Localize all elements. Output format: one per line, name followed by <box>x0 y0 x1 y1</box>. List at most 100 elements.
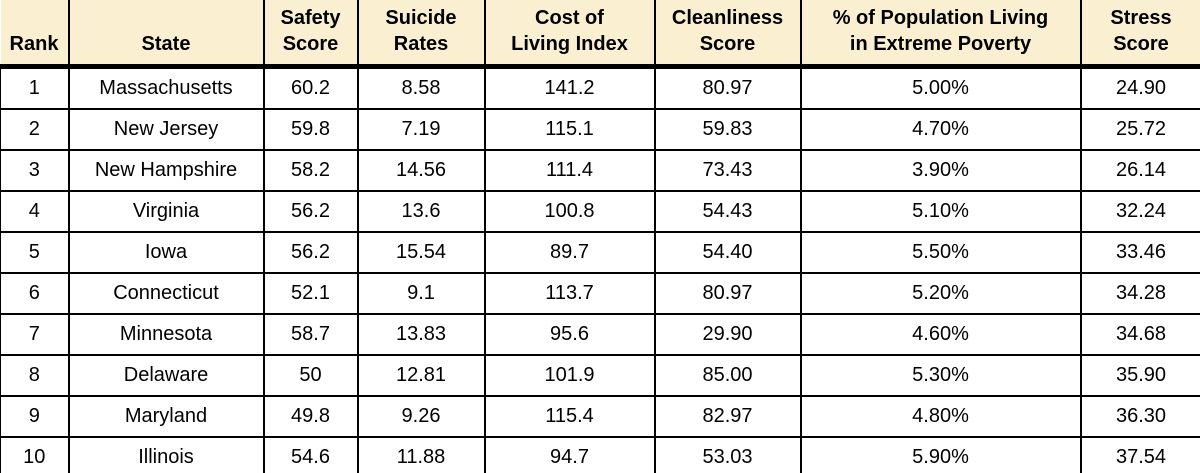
cell-safety-score: 58.2 <box>262 149 359 192</box>
cell-rank: 7 <box>0 313 70 356</box>
table-row: 8 Delaware 50 12.81 101.9 85.00 5.30% 35… <box>0 354 1200 397</box>
cell-safety-score: 59.8 <box>262 108 359 151</box>
cell-cost-of-living-index: 94.7 <box>483 436 656 473</box>
cell-state: Virginia <box>67 190 265 233</box>
cell-cleanliness-score: 80.97 <box>653 65 802 110</box>
column-header-rank: Rank <box>0 0 70 69</box>
header-row: Rank State Safety Score Suicide Rates Co… <box>0 0 1200 69</box>
cell-suicide-rates: 7.19 <box>356 108 486 151</box>
cell-cleanliness-score: 82.97 <box>653 395 802 438</box>
cell-stress-score: 24.90 <box>1079 65 1200 110</box>
column-header-suicide-rates: Suicide Rates <box>356 0 486 69</box>
cell-suicide-rates: 9.26 <box>356 395 486 438</box>
cell-cost-of-living-index: 101.9 <box>483 354 656 397</box>
cell-cleanliness-score: 54.40 <box>653 231 802 274</box>
cell-rank: 10 <box>0 436 70 473</box>
cell-state: Massachusetts <box>67 65 265 110</box>
cell-safety-score: 56.2 <box>262 190 359 233</box>
cell-pct-population-extreme-poverty: 5.10% <box>799 190 1082 233</box>
cell-safety-score: 52.1 <box>262 272 359 315</box>
table-row: 2 New Jersey 59.8 7.19 115.1 59.83 4.70%… <box>0 108 1200 151</box>
cell-suicide-rates: 9.1 <box>356 272 486 315</box>
table-row: 5 Iowa 56.2 15.54 89.7 54.40 5.50% 33.46 <box>0 231 1200 274</box>
cell-stress-score: 26.14 <box>1079 149 1200 192</box>
cell-rank: 1 <box>0 65 70 110</box>
cell-suicide-rates: 12.81 <box>356 354 486 397</box>
cell-cost-of-living-index: 141.2 <box>483 65 656 110</box>
cell-cleanliness-score: 53.03 <box>653 436 802 473</box>
cell-state: New Jersey <box>67 108 265 151</box>
cell-cleanliness-score: 85.00 <box>653 354 802 397</box>
cell-pct-population-extreme-poverty: 5.30% <box>799 354 1082 397</box>
cell-stress-score: 34.68 <box>1079 313 1200 356</box>
column-header-stress-score: Stress Score <box>1079 0 1200 69</box>
cell-safety-score: 60.2 <box>262 65 359 110</box>
cell-cost-of-living-index: 89.7 <box>483 231 656 274</box>
cell-state: Connecticut <box>67 272 265 315</box>
column-header-state: State <box>67 0 265 69</box>
cell-pct-population-extreme-poverty: 4.60% <box>799 313 1082 356</box>
column-header-safety-score: Safety Score <box>262 0 359 69</box>
cell-state: New Hampshire <box>67 149 265 192</box>
cell-cost-of-living-index: 113.7 <box>483 272 656 315</box>
cell-cleanliness-score: 80.97 <box>653 272 802 315</box>
cell-rank: 4 <box>0 190 70 233</box>
cell-state: Delaware <box>67 354 265 397</box>
cell-pct-population-extreme-poverty: 4.80% <box>799 395 1082 438</box>
cell-stress-score: 35.90 <box>1079 354 1200 397</box>
cell-rank: 3 <box>0 149 70 192</box>
cell-cost-of-living-index: 95.6 <box>483 313 656 356</box>
cell-suicide-rates: 13.6 <box>356 190 486 233</box>
cell-safety-score: 50 <box>262 354 359 397</box>
cell-stress-score: 32.24 <box>1079 190 1200 233</box>
cell-state: Maryland <box>67 395 265 438</box>
table-row: 4 Virginia 56.2 13.6 100.8 54.43 5.10% 3… <box>0 190 1200 233</box>
cell-pct-population-extreme-poverty: 5.00% <box>799 65 1082 110</box>
cell-safety-score: 49.8 <box>262 395 359 438</box>
table-row: 7 Minnesota 58.7 13.83 95.6 29.90 4.60% … <box>0 313 1200 356</box>
column-header-pct-population-extreme-poverty: % of Population Living in Extreme Povert… <box>799 0 1082 69</box>
cell-pct-population-extreme-poverty: 5.50% <box>799 231 1082 274</box>
cell-cost-of-living-index: 115.1 <box>483 108 656 151</box>
cell-cost-of-living-index: 111.4 <box>483 149 656 192</box>
cell-suicide-rates: 13.83 <box>356 313 486 356</box>
cell-state: Minnesota <box>67 313 265 356</box>
cell-cleanliness-score: 73.43 <box>653 149 802 192</box>
cell-suicide-rates: 8.58 <box>356 65 486 110</box>
cell-rank: 6 <box>0 272 70 315</box>
cell-cleanliness-score: 54.43 <box>653 190 802 233</box>
table-row: 6 Connecticut 52.1 9.1 113.7 80.97 5.20%… <box>0 272 1200 315</box>
cell-stress-score: 25.72 <box>1079 108 1200 151</box>
table-row: 10 Illinois 54.6 11.88 94.7 53.03 5.90% … <box>0 436 1200 473</box>
cell-pct-population-extreme-poverty: 3.90% <box>799 149 1082 192</box>
cell-state: Iowa <box>67 231 265 274</box>
cell-stress-score: 37.54 <box>1079 436 1200 473</box>
column-header-cleanliness-score: Cleanliness Score <box>653 0 802 69</box>
cell-stress-score: 36.30 <box>1079 395 1200 438</box>
table-row: 9 Maryland 49.8 9.26 115.4 82.97 4.80% 3… <box>0 395 1200 438</box>
cell-suicide-rates: 15.54 <box>356 231 486 274</box>
cell-cleanliness-score: 29.90 <box>653 313 802 356</box>
cell-safety-score: 54.6 <box>262 436 359 473</box>
table-row: 1 Massachusetts 60.2 8.58 141.2 80.97 5.… <box>0 65 1200 110</box>
cell-pct-population-extreme-poverty: 5.90% <box>799 436 1082 473</box>
cell-cleanliness-score: 59.83 <box>653 108 802 151</box>
cell-pct-population-extreme-poverty: 4.70% <box>799 108 1082 151</box>
cell-suicide-rates: 11.88 <box>356 436 486 473</box>
cell-safety-score: 58.7 <box>262 313 359 356</box>
table-row: 3 New Hampshire 58.2 14.56 111.4 73.43 3… <box>0 149 1200 192</box>
cell-stress-score: 34.28 <box>1079 272 1200 315</box>
cell-cost-of-living-index: 115.4 <box>483 395 656 438</box>
cell-safety-score: 56.2 <box>262 231 359 274</box>
cell-suicide-rates: 14.56 <box>356 149 486 192</box>
cell-rank: 5 <box>0 231 70 274</box>
cell-stress-score: 33.46 <box>1079 231 1200 274</box>
cell-state: Illinois <box>67 436 265 473</box>
cell-rank: 9 <box>0 395 70 438</box>
column-header-cost-of-living-index: Cost of Living Index <box>483 0 656 69</box>
cell-cost-of-living-index: 100.8 <box>483 190 656 233</box>
cell-pct-population-extreme-poverty: 5.20% <box>799 272 1082 315</box>
cell-rank: 8 <box>0 354 70 397</box>
